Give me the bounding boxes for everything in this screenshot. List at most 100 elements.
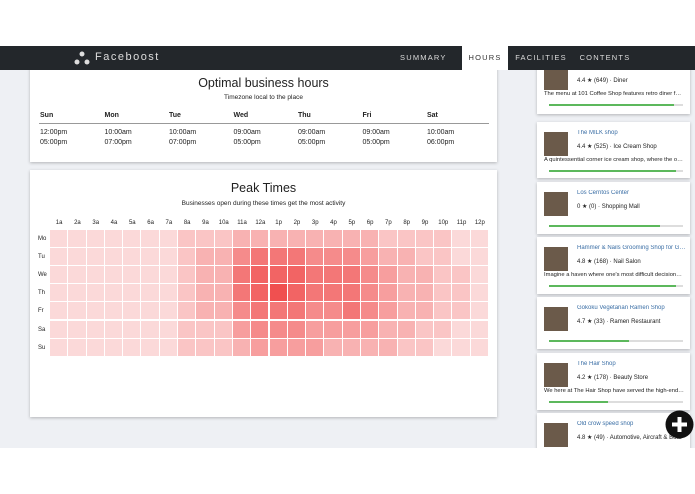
heat-cell — [86, 320, 104, 338]
progress-fill — [549, 104, 674, 106]
progress-fill — [549, 170, 677, 172]
nav-item[interactable]: CONTENTS — [579, 53, 631, 62]
place-description: Imagine a haven where one's most difficu… — [544, 272, 684, 278]
place-image — [544, 423, 568, 447]
place-meta: 0 ★ (0) · Shopping Mall — [577, 204, 640, 210]
place-card[interactable]: Hammer & Nails Grooming Shop for Gu... 4.… — [537, 237, 690, 294]
hour-label: 2a — [74, 220, 81, 226]
heat-cell — [434, 302, 452, 320]
heat-cell — [178, 284, 196, 302]
heat-cell — [415, 230, 434, 248]
heat-cell — [324, 266, 342, 284]
heat-cell — [178, 266, 196, 284]
place-card[interactable]: The Hair Shop 4.2 ★ (178) · Beauty Store W… — [537, 353, 690, 410]
heat-cell — [379, 248, 397, 266]
hour-label: 3a — [92, 220, 100, 226]
heat-cell — [86, 284, 104, 302]
heat-cell — [342, 230, 360, 248]
heat-cell — [178, 230, 196, 248]
heat-cell — [324, 230, 342, 248]
heat-cell — [306, 338, 324, 356]
hour-label: 10a — [218, 220, 229, 226]
hour-label: 2p — [293, 220, 301, 226]
heat-cell — [342, 338, 360, 356]
heat-cell — [379, 284, 397, 302]
place-card[interactable]: Los Cerritos Center 0 ★ (0) · Shopping Ma… — [537, 182, 690, 234]
heat-cell — [324, 284, 342, 302]
heat-cell — [232, 338, 251, 356]
nav-item[interactable]: HOURS — [462, 46, 508, 70]
heat-cell — [415, 338, 434, 356]
place-meta: 4.4 ★ (525) · Ice Cream Shop — [577, 144, 657, 150]
place-card[interactable]: Old crow speed shop 4.8 ★ (49) · Automoti… — [537, 413, 690, 448]
heat-cell — [214, 230, 232, 248]
heat-cell — [452, 230, 470, 248]
place-image — [544, 70, 568, 90]
heat-cell — [86, 230, 104, 248]
hour-label: 11a — [237, 220, 247, 226]
hour-label: 7p — [385, 220, 392, 226]
heat-cell — [452, 248, 470, 266]
nav-item[interactable]: SUMMARY — [400, 53, 447, 62]
heat-cell — [214, 248, 232, 266]
heat-cell — [104, 284, 123, 302]
heat-cell — [68, 266, 86, 284]
heat-cell — [287, 320, 306, 338]
heat-cell — [306, 266, 324, 284]
heat-cell — [50, 230, 68, 248]
brand[interactable]: Faceboost — [95, 51, 160, 63]
progress-track — [549, 285, 683, 287]
heat-cell — [324, 302, 342, 320]
heat-cell — [141, 302, 159, 320]
place-name[interactable]: The MILK shop — [577, 130, 618, 136]
close-time: 05:00pm — [362, 139, 390, 146]
heat-cell — [159, 230, 178, 248]
heat-cell — [397, 338, 415, 356]
hours-subtitle: Timezone local to the place — [224, 94, 303, 101]
heat-cell — [68, 338, 86, 356]
heat-cell — [141, 284, 159, 302]
heat-cell — [342, 248, 360, 266]
heat-cell — [86, 338, 104, 356]
place-name[interactable]: Gokoku Vegetarian Ramen Shop — [577, 305, 665, 311]
heat-cell — [434, 230, 452, 248]
heat-cell — [104, 248, 123, 266]
close-time: 05:00pm — [298, 139, 326, 146]
heat-cell — [434, 266, 452, 284]
heat-cell — [196, 320, 214, 338]
place-image — [544, 247, 568, 271]
heat-cell — [287, 284, 306, 302]
heat-cell — [470, 320, 488, 338]
close-time: 07:00pm — [169, 139, 197, 146]
nav-bar: Faceboost SUMMARY HOURS FACILITIES CONTENTS — [0, 46, 695, 70]
heat-cell — [123, 338, 141, 356]
place-card[interactable]: Gokoku Vegetarian Ramen Shop 4.7 ★ (33) ·… — [537, 297, 690, 349]
heat-cell — [251, 266, 269, 284]
heat-cell — [397, 320, 415, 338]
day-header: Fri — [362, 112, 372, 119]
place-card[interactable]: The MILK shop 4.4 ★ (525) · Ice Cream Sho… — [537, 122, 690, 178]
hour-label: 5p — [348, 220, 356, 226]
heat-cell — [50, 284, 68, 302]
place-name[interactable]: Los Cerritos Center — [577, 190, 630, 196]
place-image — [544, 363, 568, 387]
hour-label: 4p — [330, 220, 337, 226]
heat-cell — [86, 248, 104, 266]
place-name[interactable]: The Hair Shop — [577, 361, 616, 367]
heat-cell — [50, 302, 68, 320]
heat-cell — [397, 248, 415, 266]
heat-cell — [397, 284, 415, 302]
place-meta: 4.8 ★ (49) · Automotive, Aircraft & Boat — [577, 435, 682, 441]
add-button[interactable] — [665, 410, 694, 439]
heat-cell — [360, 302, 379, 320]
heat-cell — [269, 338, 287, 356]
heat-cell — [141, 320, 159, 338]
heat-cell — [452, 284, 470, 302]
heat-cell — [141, 230, 159, 248]
nav-item[interactable]: FACILITIES — [515, 53, 567, 62]
place-name[interactable]: Hammer & Nails Grooming Shop for Gu... — [577, 245, 687, 251]
heat-cell — [141, 338, 159, 356]
heat-cell — [86, 266, 104, 284]
heat-cell — [287, 266, 306, 284]
